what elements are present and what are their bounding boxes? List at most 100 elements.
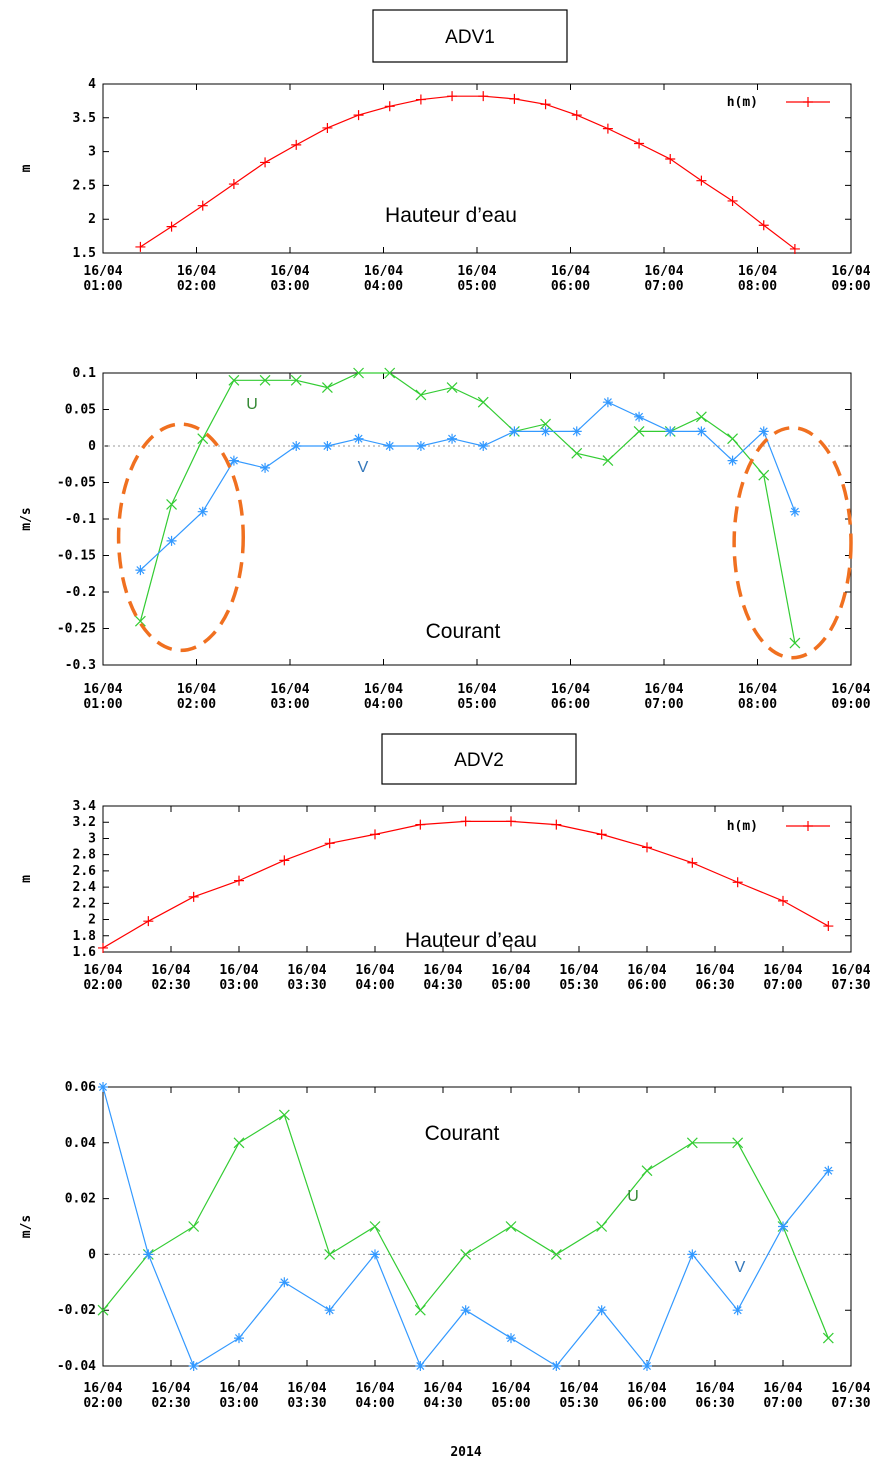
x-tick-time: 06:00 [627, 978, 666, 993]
series-h(m) [135, 91, 800, 254]
data-point [233, 1137, 245, 1149]
data-point [687, 1249, 698, 1260]
y-tick-label: 2 [88, 212, 96, 227]
data-point [98, 942, 108, 953]
data-point [260, 462, 271, 473]
x-tick-time: 09:00 [831, 279, 870, 294]
x-tick-date: 16/04 [177, 264, 216, 279]
data-point [291, 139, 302, 150]
data-point [447, 91, 458, 102]
data-point [370, 829, 380, 840]
data-point [415, 389, 427, 401]
x-tick-time: 03:00 [270, 279, 309, 294]
y-tick-label: 2.4 [73, 880, 97, 895]
x-tick-time: 05:00 [457, 697, 496, 712]
data-point [143, 916, 154, 927]
y-tick-label: 0.1 [73, 366, 97, 381]
y-tick-label: 0 [88, 1247, 96, 1262]
chart-1: 1.522.533.5416/0401:0016/0402:0016/0403:… [19, 77, 871, 294]
data-point [789, 243, 800, 254]
chart-2: 0.1 0.05 0 -0.05 -0.1 -0.15 -0.2 -0.25 -0.3 16/04… [19, 366, 871, 712]
data-point [602, 397, 613, 408]
y-tick-label: -0.15 [57, 549, 96, 564]
series-label: U [627, 1188, 639, 1205]
series-line [139, 401, 796, 571]
x-tick-time: 04:30 [423, 1396, 462, 1411]
y-tick-label: 2.6 [73, 864, 97, 879]
data-point [602, 455, 614, 467]
section-title-adv2-text: ADV2 [454, 750, 504, 771]
data-point [822, 1332, 834, 1344]
data-point [279, 1277, 290, 1288]
section-title-adv1: ADV1 [372, 9, 568, 63]
data-point [758, 469, 770, 481]
data-point [234, 1333, 244, 1344]
data-point [732, 1137, 744, 1149]
x-tick-time: 02:30 [151, 1396, 190, 1411]
data-point [778, 1221, 788, 1232]
x-tick-date: 16/04 [831, 1381, 870, 1396]
data-point [550, 1248, 562, 1260]
x-tick-date: 16/04 [177, 682, 216, 697]
data-point [228, 179, 239, 190]
legend-label: h(m) [727, 95, 758, 110]
y-tick-label: 4 [88, 77, 96, 92]
x-tick-date: 16/04 [355, 1381, 394, 1396]
data-point [446, 382, 458, 394]
highlight-ellipse [116, 422, 246, 653]
x-tick-date: 16/04 [551, 682, 590, 697]
data-point [143, 1249, 154, 1260]
x-tick-time: 04:00 [364, 279, 403, 294]
data-point [234, 875, 244, 886]
data-point [197, 506, 208, 517]
data-point [460, 816, 471, 827]
data-point [322, 441, 333, 451]
x-tick-date: 16/04 [151, 963, 190, 978]
x-tick-time: 06:00 [627, 1396, 666, 1411]
data-point [369, 1221, 381, 1232]
data-point [322, 122, 333, 133]
x-tick-time: 02:30 [151, 978, 190, 993]
series-line [102, 1113, 829, 1339]
x-tick-time: 03:00 [219, 1396, 258, 1411]
data-point [551, 1361, 562, 1371]
x-tick-time: 07:00 [644, 279, 683, 294]
y-tick-label: -0.04 [57, 1359, 96, 1374]
x-tick-date: 16/04 [627, 963, 666, 978]
x-tick-date: 16/04 [831, 682, 870, 697]
y-tick-label: 0 [88, 439, 96, 454]
x-tick-date: 16/04 [355, 963, 394, 978]
x-tick-time: 02:00 [83, 978, 122, 993]
data-point [727, 195, 738, 206]
x-tick-date: 16/04 [423, 963, 462, 978]
data-point [415, 1361, 426, 1371]
x-tick-time: 08:00 [738, 279, 777, 294]
x-tick-time: 06:00 [551, 697, 590, 712]
x-tick-date: 16/04 [219, 963, 258, 978]
x-tick-date: 16/04 [457, 264, 496, 279]
x-tick-time: 05:00 [491, 1396, 530, 1411]
x-tick-date: 16/04 [738, 682, 777, 697]
data-point [324, 1305, 335, 1316]
y-tick-label: -0.3 [65, 658, 96, 673]
x-tick-time: 03:30 [287, 978, 326, 993]
data-point [571, 447, 583, 459]
data-point [290, 374, 302, 386]
x-tick-date: 16/04 [695, 963, 734, 978]
series-h(m) [98, 816, 834, 953]
data-point [415, 441, 426, 451]
legend: h(m) [727, 95, 830, 110]
x-tick-date: 16/04 [457, 682, 496, 697]
section-title-adv1-text: ADV1 [445, 27, 495, 48]
x-tick-time: 04:00 [355, 978, 394, 993]
data-point [291, 441, 302, 451]
data-point [98, 1082, 108, 1092]
data-point [778, 895, 788, 906]
data-point [823, 921, 834, 932]
x-tick-time: 02:00 [177, 279, 216, 294]
data-point [509, 426, 520, 437]
y-tick-label: 1.5 [73, 246, 96, 261]
data-point [732, 877, 743, 888]
x-tick-time: 08:00 [738, 697, 777, 712]
x-tick-time: 06:30 [695, 978, 734, 993]
